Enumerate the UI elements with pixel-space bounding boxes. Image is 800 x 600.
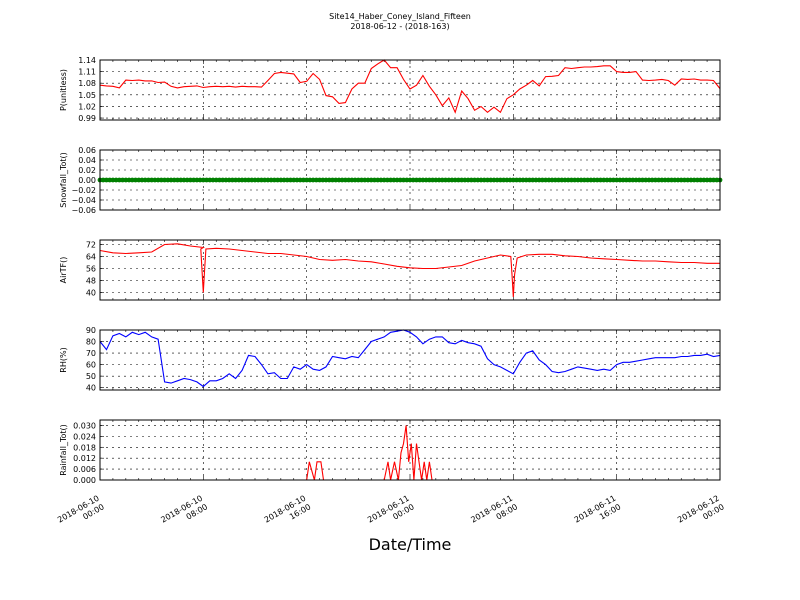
y-axis-label: Snowfall_Tot(): [59, 152, 68, 208]
series-line: [100, 425, 720, 481]
y-tick-label: 1.11: [78, 68, 96, 77]
y-tick-label: 0.018: [73, 443, 96, 452]
panel-2: −0.06−0.04−0.020.000.020.040.06 Snowfall_…: [59, 146, 723, 215]
chart-subtitle: 2018-06-12 - (2018-163): [350, 22, 449, 31]
y-tick-label: 40: [86, 289, 96, 298]
chart-title: Site14_Haber_Coney_Island_Fifteen: [329, 12, 471, 21]
y-tick-label: 0.00: [78, 176, 96, 185]
axes-frame: [99, 149, 721, 211]
y-tick-label: 70: [86, 349, 96, 358]
y-tick-label: 0.99: [78, 114, 96, 123]
y-tick-label: 0.02: [78, 166, 96, 175]
y-tick-label: 0.024: [73, 432, 96, 441]
panel-3: 40 48 56 64 72 AirTF(): [59, 239, 721, 301]
axes-frame: [99, 239, 721, 301]
x-axis-label: Date/Time: [369, 535, 452, 554]
axes-frame: [99, 419, 721, 481]
y-tick-label: 40: [86, 384, 96, 393]
y-tick-label: 0.012: [73, 454, 96, 463]
panel-4: 40 50 60 70 80 90 RH(%): [59, 326, 721, 393]
y-tick-label: 1.14: [78, 56, 96, 65]
y-tick-label: 60: [86, 361, 96, 370]
axes-frame: [99, 329, 721, 391]
panel-5: 0.000 0.006 0.012 0.018 0.024 0.030 Rainfall_T…: [59, 419, 721, 485]
y-tick-label: 72: [86, 241, 96, 250]
y-tick-label: 50: [86, 372, 96, 381]
y-tick-label: 1.08: [78, 79, 96, 88]
y-tick-label: 48: [86, 277, 96, 286]
y-axis-label: Rainfall_Tot(): [59, 424, 68, 476]
series-line: [99, 243, 720, 298]
series-line: [99, 59, 721, 114]
y-tick-label: 0.006: [73, 465, 96, 474]
y-tick-label: −0.04: [71, 196, 96, 205]
y-axis-label: RH(%): [59, 347, 68, 372]
series-line: [99, 329, 721, 388]
y-tick-label: 1.05: [78, 91, 96, 100]
y-tick-label: 64: [86, 253, 96, 262]
y-tick-label: 0.030: [73, 421, 96, 430]
y-tick-label: −0.02: [71, 186, 96, 195]
y-tick-label: 0.04: [78, 156, 96, 165]
y-tick-label: 90: [86, 326, 96, 335]
y-tick-label: 56: [86, 265, 96, 274]
y-tick-label: 0.06: [78, 146, 96, 155]
y-axis-label: AirTF(): [59, 257, 68, 284]
panel-1: 0.99 1.02 1.05 1.08 1.11 1.14 P(unitless): [59, 56, 721, 123]
y-tick-label: 1.02: [78, 102, 96, 111]
axes-frame: [99, 59, 721, 121]
y-axis-label: P(unitless): [59, 69, 68, 111]
y-tick-label: 80: [86, 338, 96, 347]
y-tick-label: −0.06: [71, 206, 96, 215]
y-tick-label: 0.000: [73, 476, 96, 485]
